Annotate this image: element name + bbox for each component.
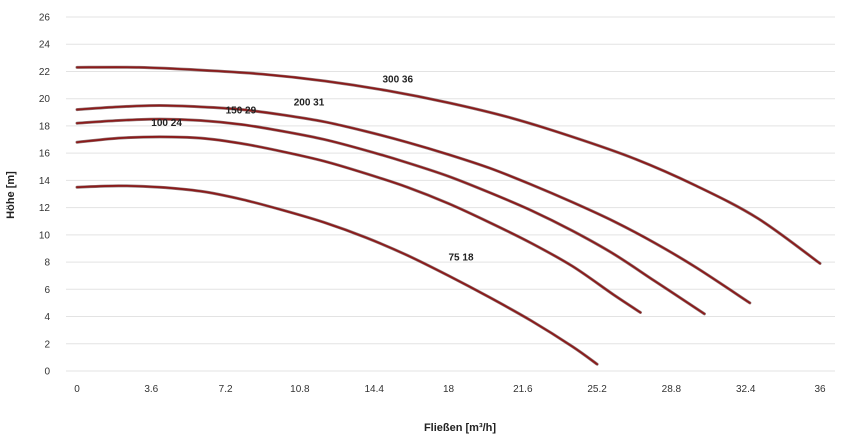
y-tick-label: 8 — [44, 258, 50, 269]
x-tick-label: 25.2 — [587, 384, 607, 395]
y-tick-label: 26 — [39, 13, 51, 24]
y-tick-label: 24 — [39, 40, 51, 51]
x-tick-label: 21.6 — [513, 384, 533, 395]
y-tick-label: 6 — [44, 285, 50, 296]
x-tick-label: 18 — [443, 384, 455, 395]
x-tick-label: 28.8 — [662, 384, 682, 395]
curve-label: 100 24 — [151, 118, 182, 129]
x-axis-ticks: 0 3.6 7.2 10.8 14.4 18 21.6 25.2 28.8 32.4 36 — [74, 384, 826, 395]
x-tick-label: 32.4 — [736, 384, 756, 395]
series-line-shadow — [75, 135, 642, 314]
y-tick-label: 2 — [44, 339, 50, 350]
curve-label: 150 29 — [226, 106, 257, 117]
series-line — [76, 118, 706, 315]
series-line — [76, 66, 821, 265]
y-tick-label: 20 — [39, 94, 51, 105]
series-line — [76, 135, 642, 314]
y-tick-label: 16 — [39, 149, 51, 160]
x-tick-label: 0 — [74, 384, 80, 395]
curve-label: 75 18 — [449, 253, 474, 264]
series-layer — [75, 65, 822, 366]
x-axis-title: Fließen [m³/h] — [424, 422, 496, 434]
y-tick-label: 10 — [39, 230, 51, 241]
curve-label: 300 36 — [382, 74, 413, 85]
series-line-shadow — [75, 184, 599, 366]
x-tick-label: 10.8 — [290, 384, 310, 395]
x-tick-label: 36 — [814, 384, 826, 395]
curve-labels: 300 36 200 31 150 29 100 24 75 18 — [151, 74, 474, 263]
y-tick-label: 0 — [44, 367, 50, 378]
grid-layer — [66, 16, 835, 372]
y-tick-label: 12 — [39, 203, 51, 214]
curve-label: 200 31 — [294, 98, 325, 109]
series-line — [76, 184, 598, 366]
y-tick-label: 4 — [44, 312, 50, 323]
series-line-shadow — [75, 65, 822, 265]
x-tick-label: 7.2 — [219, 384, 233, 395]
y-tick-label: 14 — [39, 176, 51, 187]
series-line — [76, 104, 751, 304]
x-tick-label: 14.4 — [364, 384, 384, 395]
series-line-shadow — [75, 103, 752, 305]
x-tick-label: 3.6 — [144, 384, 158, 395]
y-axis-title: Höhe [m] — [5, 171, 17, 219]
y-tick-label: 18 — [39, 121, 51, 132]
y-tick-label: 22 — [39, 67, 51, 78]
